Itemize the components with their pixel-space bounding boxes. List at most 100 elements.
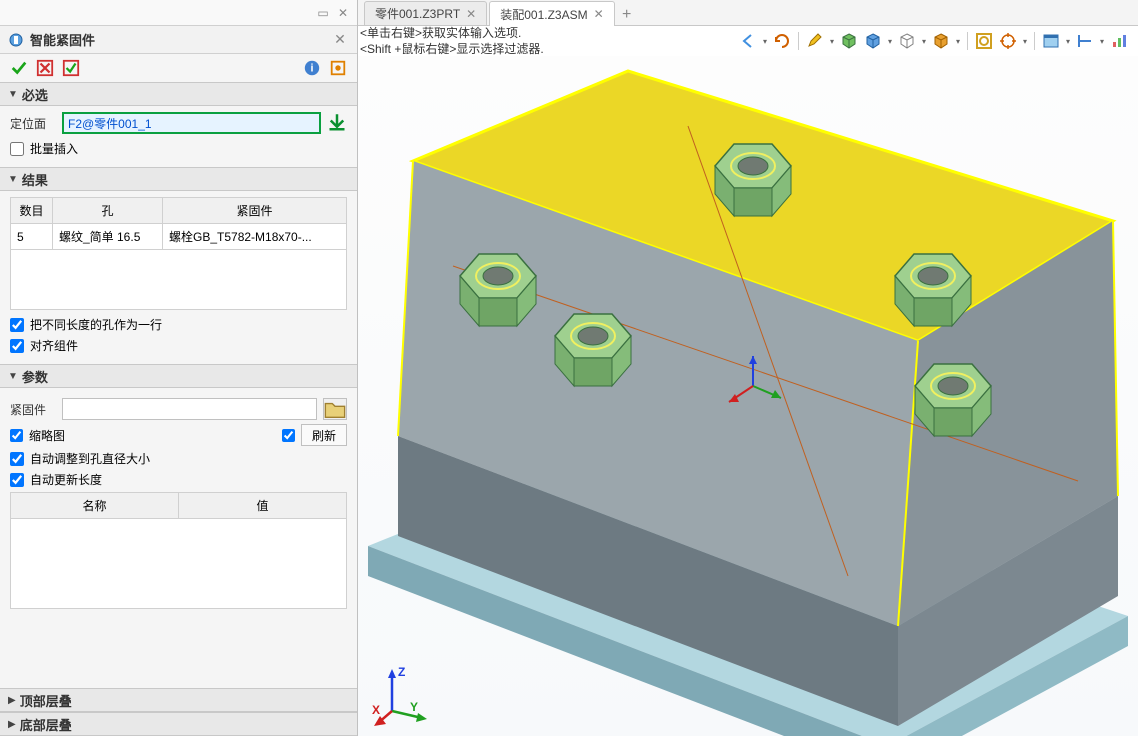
model-3d [358, 56, 1138, 736]
main-area: 零件001.Z3PRT ✕ 装配001.Z3ASM ✕ + <单击右键>获取实体… [358, 0, 1138, 736]
viewport-3d[interactable]: Z Y X [358, 56, 1138, 736]
hint-1: <单击右键>获取实体输入选项. [360, 25, 544, 41]
collapse-icon: ▼ [8, 371, 18, 382]
section-top-stack-header[interactable]: ▶ 顶部层叠 [0, 688, 357, 712]
align-icon[interactable] [1074, 30, 1096, 52]
section-params-label: 参数 [22, 367, 48, 386]
auto-diameter-checkbox[interactable] [10, 452, 24, 466]
expand-icon: ▶ [8, 695, 16, 706]
cancel-button[interactable] [34, 57, 56, 79]
axis-gizmo-icon: Z Y X [372, 666, 432, 726]
col-name: 名称 [11, 493, 179, 519]
ok-button[interactable] [8, 57, 30, 79]
col-count: 数目 [11, 198, 53, 224]
dropdown-icon[interactable]: ▾ [828, 37, 836, 46]
cube-blue-icon[interactable] [862, 30, 884, 52]
tab-close-icon[interactable]: ✕ [594, 7, 604, 21]
expand-icon: ▶ [8, 719, 16, 730]
fastener-label: 紧固件 [10, 401, 56, 418]
align-checkbox[interactable] [10, 339, 24, 353]
dropdown-icon[interactable]: ▾ [920, 37, 928, 46]
panel-title: 智能紧固件 [30, 30, 325, 49]
table-row[interactable]: 5 螺纹_简单 16.5 螺栓GB_T5782-M18x70-... [11, 224, 347, 250]
tab-label: 装配001.Z3ASM [500, 6, 587, 23]
panel-title-bar: 智能紧固件 ✕ [0, 26, 357, 54]
new-tab-icon[interactable]: + [617, 5, 637, 25]
hint-text: <单击右键>获取实体输入选项. <Shift +鼠标右键>显示选择过滤器. [358, 25, 544, 57]
col-value: 值 [179, 493, 347, 519]
dropdown-icon[interactable]: ▾ [954, 37, 962, 46]
auto-diameter-label: 自动调整到孔直径大小 [30, 450, 150, 467]
info-icon[interactable]: i [301, 57, 323, 79]
results-table[interactable]: 数目 孔 紧固件 5 螺纹_简单 16.5 螺栓GB_T5782-M18x70-… [10, 197, 347, 250]
dropdown-icon[interactable]: ▾ [886, 37, 894, 46]
svg-text:Y: Y [410, 700, 418, 714]
window-icon[interactable] [1040, 30, 1062, 52]
section-required-label: 必选 [22, 85, 48, 104]
panel-window-controls: ▭ ✕ [0, 0, 357, 26]
cube-gold-icon[interactable] [930, 30, 952, 52]
tab-part[interactable]: 零件001.Z3PRT ✕ [364, 1, 487, 25]
section-required-header[interactable]: ▼ 必选 [0, 82, 357, 106]
apply-button[interactable] [60, 57, 82, 79]
close-panel-icon[interactable]: ✕ [335, 5, 351, 21]
redo-icon[interactable] [771, 30, 793, 52]
batch-insert-checkbox[interactable] [10, 142, 24, 156]
tab-assembly[interactable]: 装配001.Z3ASM ✕ [489, 1, 614, 26]
name-value-table[interactable]: 名称 值 [10, 492, 347, 519]
section-params-header[interactable]: ▼ 参数 [0, 364, 357, 388]
view-toolbar: ▾ ▾ ▾ ▾ ▾ ▾ ▾ ▾ [737, 30, 1130, 52]
cube-green-icon[interactable] [838, 30, 860, 52]
thumbnail-checkbox[interactable] [10, 429, 23, 442]
section-bottom-stack-header[interactable]: ▶ 底部层叠 [0, 712, 357, 736]
dropdown-icon[interactable]: ▾ [1064, 37, 1072, 46]
info-toolbar: <单击右键>获取实体输入选项. <Shift +鼠标右键>显示选择过滤器. ▾ … [358, 26, 1138, 56]
refresh-checkbox[interactable] [282, 429, 295, 442]
section-results-label: 结果 [22, 170, 48, 189]
settings-icon[interactable] [327, 57, 349, 79]
fastener-icon [8, 32, 24, 48]
section-top-stack-label: 顶部层叠 [20, 691, 72, 710]
svg-text:i: i [311, 63, 314, 75]
auto-length-checkbox[interactable] [10, 473, 24, 487]
collapse-icon: ▼ [8, 89, 18, 100]
section-bottom-stack-label: 底部层叠 [20, 715, 72, 734]
cell-hole: 螺纹_简单 16.5 [53, 224, 163, 250]
panel-actions: i [0, 54, 357, 82]
batch-insert-label: 批量插入 [30, 140, 78, 157]
cell-count: 5 [11, 224, 53, 250]
cube-wire-icon[interactable] [896, 30, 918, 52]
col-fastener: 紧固件 [163, 198, 347, 224]
target-icon[interactable] [997, 30, 1019, 52]
dropdown-icon[interactable]: ▾ [1098, 37, 1106, 46]
align-label: 对齐组件 [30, 337, 78, 354]
col-hole: 孔 [53, 198, 163, 224]
thumbnail-label: 缩略图 [29, 427, 65, 444]
dropdown-icon[interactable]: ▾ [1021, 37, 1029, 46]
tab-label: 零件001.Z3PRT [375, 5, 460, 22]
section-results-header[interactable]: ▼ 结果 [0, 167, 357, 191]
chart-icon[interactable] [1108, 30, 1130, 52]
fastener-input[interactable] [62, 398, 317, 420]
svg-text:Z: Z [398, 666, 405, 679]
cell-fastener: 螺栓GB_T5782-M18x70-... [163, 224, 347, 250]
panel-close-icon[interactable]: ✕ [331, 31, 349, 49]
locate-face-label: 定位面 [10, 115, 56, 132]
group-holes-checkbox[interactable] [10, 318, 24, 332]
locate-face-input[interactable] [62, 112, 321, 134]
document-tabs: 零件001.Z3PRT ✕ 装配001.Z3ASM ✕ + [358, 0, 1138, 26]
refresh-button[interactable]: 刷新 [301, 424, 347, 446]
zoom-fit-icon[interactable] [973, 30, 995, 52]
browse-icon[interactable] [323, 398, 347, 420]
group-holes-label: 把不同长度的孔作为一行 [30, 316, 162, 333]
properties-panel: ▭ ✕ 智能紧固件 ✕ i ▼ 必选 定位面 批量插入 ▼ 结果 [0, 0, 358, 736]
edit-icon[interactable] [804, 30, 826, 52]
minimize-icon[interactable]: ▭ [315, 5, 331, 21]
arrow-back-icon[interactable] [737, 30, 759, 52]
section-results-body: 数目 孔 紧固件 5 螺纹_简单 16.5 螺栓GB_T5782-M18x70-… [0, 191, 357, 364]
tab-close-icon[interactable]: ✕ [466, 7, 476, 21]
auto-length-label: 自动更新长度 [30, 471, 102, 488]
pick-face-icon[interactable] [327, 113, 347, 133]
section-params-body: 紧固件 缩略图 刷新 自动调整到孔直径大小 自动更新长度 名称 值 [0, 388, 357, 615]
dropdown-icon[interactable]: ▾ [761, 37, 769, 46]
